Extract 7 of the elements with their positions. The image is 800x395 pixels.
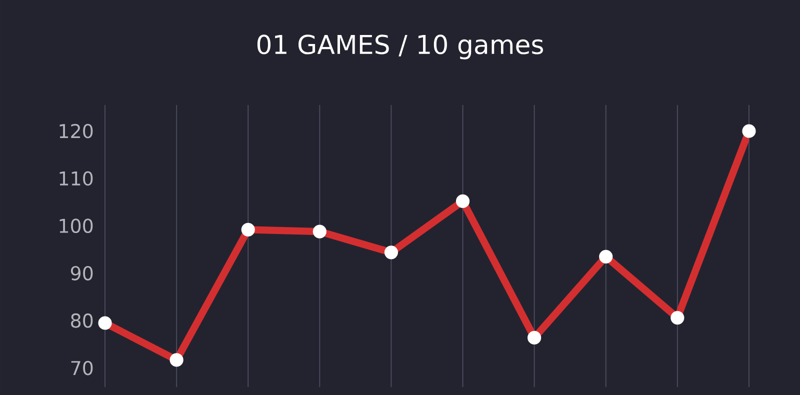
y-tick-label: 70 xyxy=(71,360,93,376)
y-tick-label: 110 xyxy=(60,171,93,186)
y-tick-label: 80 xyxy=(71,313,93,328)
y-tick-label: 120 xyxy=(60,124,93,138)
y-tick-label: 100 xyxy=(60,218,93,234)
chart-title: 01 GAMES / 10 games xyxy=(257,34,543,60)
y-tick-label: 90 xyxy=(70,266,93,280)
